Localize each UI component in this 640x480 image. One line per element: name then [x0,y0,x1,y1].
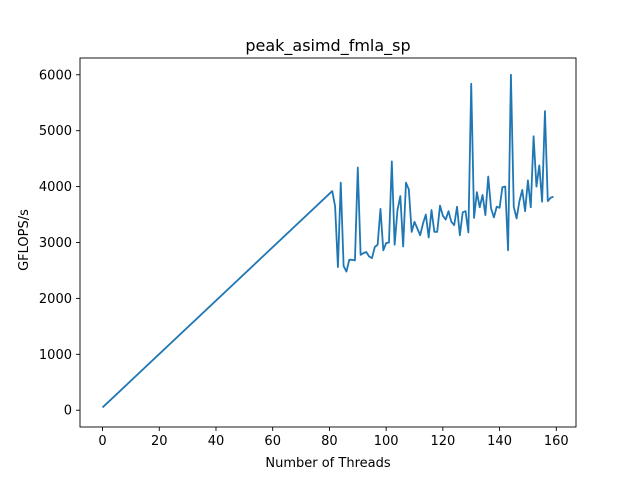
y-axis-ticks: 0 1000 2000 3000 4000 5000 6000 [39,68,80,419]
y-tick-label: 5000 [39,124,72,139]
y-tick-label: 2000 [39,292,72,307]
x-tick-label: 100 [374,434,399,449]
y-axis-label: GFLOPS/s [17,209,32,271]
x-tick-label: 140 [487,434,512,449]
y-tick-label: 1000 [39,348,72,363]
x-tick-label: 60 [264,434,281,449]
x-tick-label: 20 [151,434,168,449]
x-tick-label: 120 [430,434,455,449]
x-tick-label: 160 [544,434,569,449]
y-tick-label: 0 [64,404,72,419]
x-tick-label: 40 [208,434,225,449]
plot-frame [79,57,577,428]
x-axis-label: Number of Threads [265,456,390,471]
plot-area [79,57,577,428]
x-tick-label: 80 [321,434,338,449]
series-line [101,73,554,409]
x-tick-label: 0 [98,434,106,449]
chart-title: peak_asimd_fmla_sp [245,36,410,56]
y-tick-label: 4000 [39,180,72,195]
y-tick-label: 3000 [39,236,72,251]
y-tick-label: 6000 [39,68,72,83]
x-axis-ticks: 0 20 40 60 80 100 120 140 160 [98,427,569,449]
